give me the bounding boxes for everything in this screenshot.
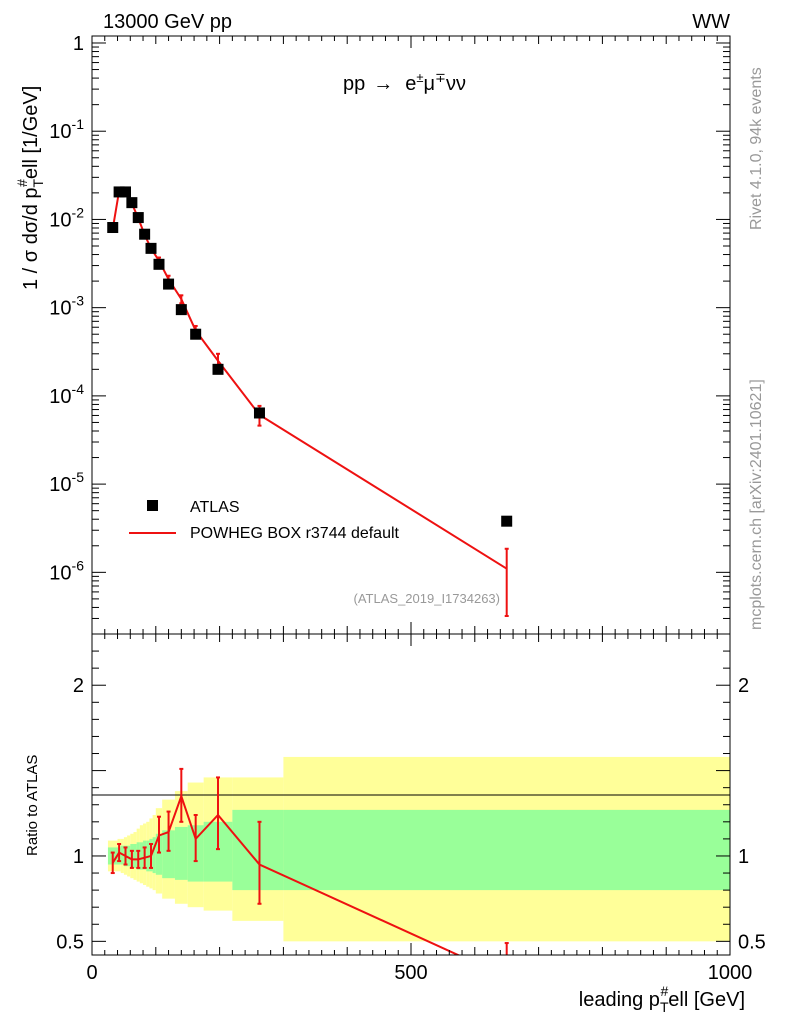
mcplots-label: mcplots.cern.ch [arXiv:2401.10621] bbox=[748, 379, 765, 630]
mc-curve bbox=[111, 189, 508, 570]
atlas-data-point bbox=[501, 515, 513, 527]
atlas-data-point bbox=[190, 328, 202, 340]
ratio-mc-curve bbox=[111, 793, 461, 955]
band-stat-bin bbox=[152, 837, 156, 874]
axis-ticks: 0 500 1000 1 10-1 10-2 10-3 10-4 10-5 10-6 0.5 0.5 1… bbox=[49, 33, 766, 984]
atlas-data-point bbox=[253, 407, 265, 419]
atlas-data-point bbox=[212, 363, 224, 375]
main-plot-frame bbox=[91, 35, 731, 635]
ratio-y-tick-label-right: 2 bbox=[738, 675, 749, 697]
legend-data-marker bbox=[147, 500, 158, 511]
band-stat-bin bbox=[133, 844, 137, 868]
y-tick-label: 10-2 bbox=[49, 204, 84, 231]
ratio-y-tick-label: 0.5 bbox=[56, 931, 84, 953]
atlas-data-point bbox=[113, 186, 125, 198]
rivet-version-label: Rivet 4.1.0, 94k events bbox=[748, 67, 765, 230]
y-tick-label: 10-5 bbox=[49, 469, 84, 496]
main-plot-marks bbox=[107, 186, 513, 617]
band-stat-bin bbox=[232, 809, 284, 891]
x-tick-label: 500 bbox=[394, 962, 427, 984]
x-tick-label: 0 bbox=[86, 962, 97, 984]
atlas-data-point bbox=[126, 197, 138, 209]
band-stat-bin bbox=[174, 826, 188, 880]
legend-data-label: ATLAS bbox=[190, 499, 240, 516]
atlas-data-point bbox=[163, 278, 175, 290]
legend-mc-label: POWHEG BOX r3744 default bbox=[190, 525, 400, 542]
y-tick-label: 10-1 bbox=[49, 116, 84, 143]
legend: ATLAS POWHEG BOX r3744 default bbox=[129, 499, 400, 542]
y-tick-label: 10-3 bbox=[49, 293, 84, 320]
header-process: WW bbox=[692, 11, 730, 33]
y-tick-label: 10-6 bbox=[49, 557, 84, 584]
y-axis-label: 1 / σ dσ/d pT#ell [1/GeV] bbox=[14, 86, 46, 290]
band-stat-bin bbox=[162, 830, 175, 879]
y-tick-label: 1 bbox=[73, 33, 84, 55]
process-label: pp → e±μ∓νν bbox=[343, 70, 466, 95]
ratio-y-tick-label: 2 bbox=[73, 675, 84, 697]
band-stat-bin bbox=[155, 833, 163, 875]
y-tick-label: 10-4 bbox=[49, 381, 84, 408]
analysis-id: (ATLAS_2019_I1734263) bbox=[354, 591, 500, 606]
atlas-data-point bbox=[139, 228, 151, 240]
ratio-y-axis-label: Ratio to ATLAS bbox=[24, 755, 41, 856]
atlas-data-point bbox=[145, 242, 157, 254]
band-stat-bin bbox=[283, 809, 730, 891]
band-stat-bin bbox=[127, 845, 131, 867]
band-stat-bin bbox=[139, 842, 144, 870]
ratio-y-tick-label-right: 0.5 bbox=[738, 931, 766, 953]
atlas-data-point bbox=[119, 186, 131, 198]
ratio-y-tick-label-right: 1 bbox=[738, 846, 749, 868]
x-axis-label: leading pT#ell [GeV] bbox=[579, 983, 745, 1015]
x-tick-label: 1000 bbox=[708, 962, 753, 984]
atlas-data-point bbox=[175, 304, 187, 316]
atlas-data-point bbox=[132, 212, 144, 224]
atlas-data-point bbox=[153, 258, 165, 270]
header-energy: 13000 GeV pp bbox=[103, 11, 232, 33]
ratio-plot-marks bbox=[110, 767, 509, 955]
ratio-y-tick-label: 1 bbox=[73, 846, 84, 868]
ratio-uncertainty-bands bbox=[107, 756, 730, 942]
atlas-data-point bbox=[107, 222, 119, 234]
